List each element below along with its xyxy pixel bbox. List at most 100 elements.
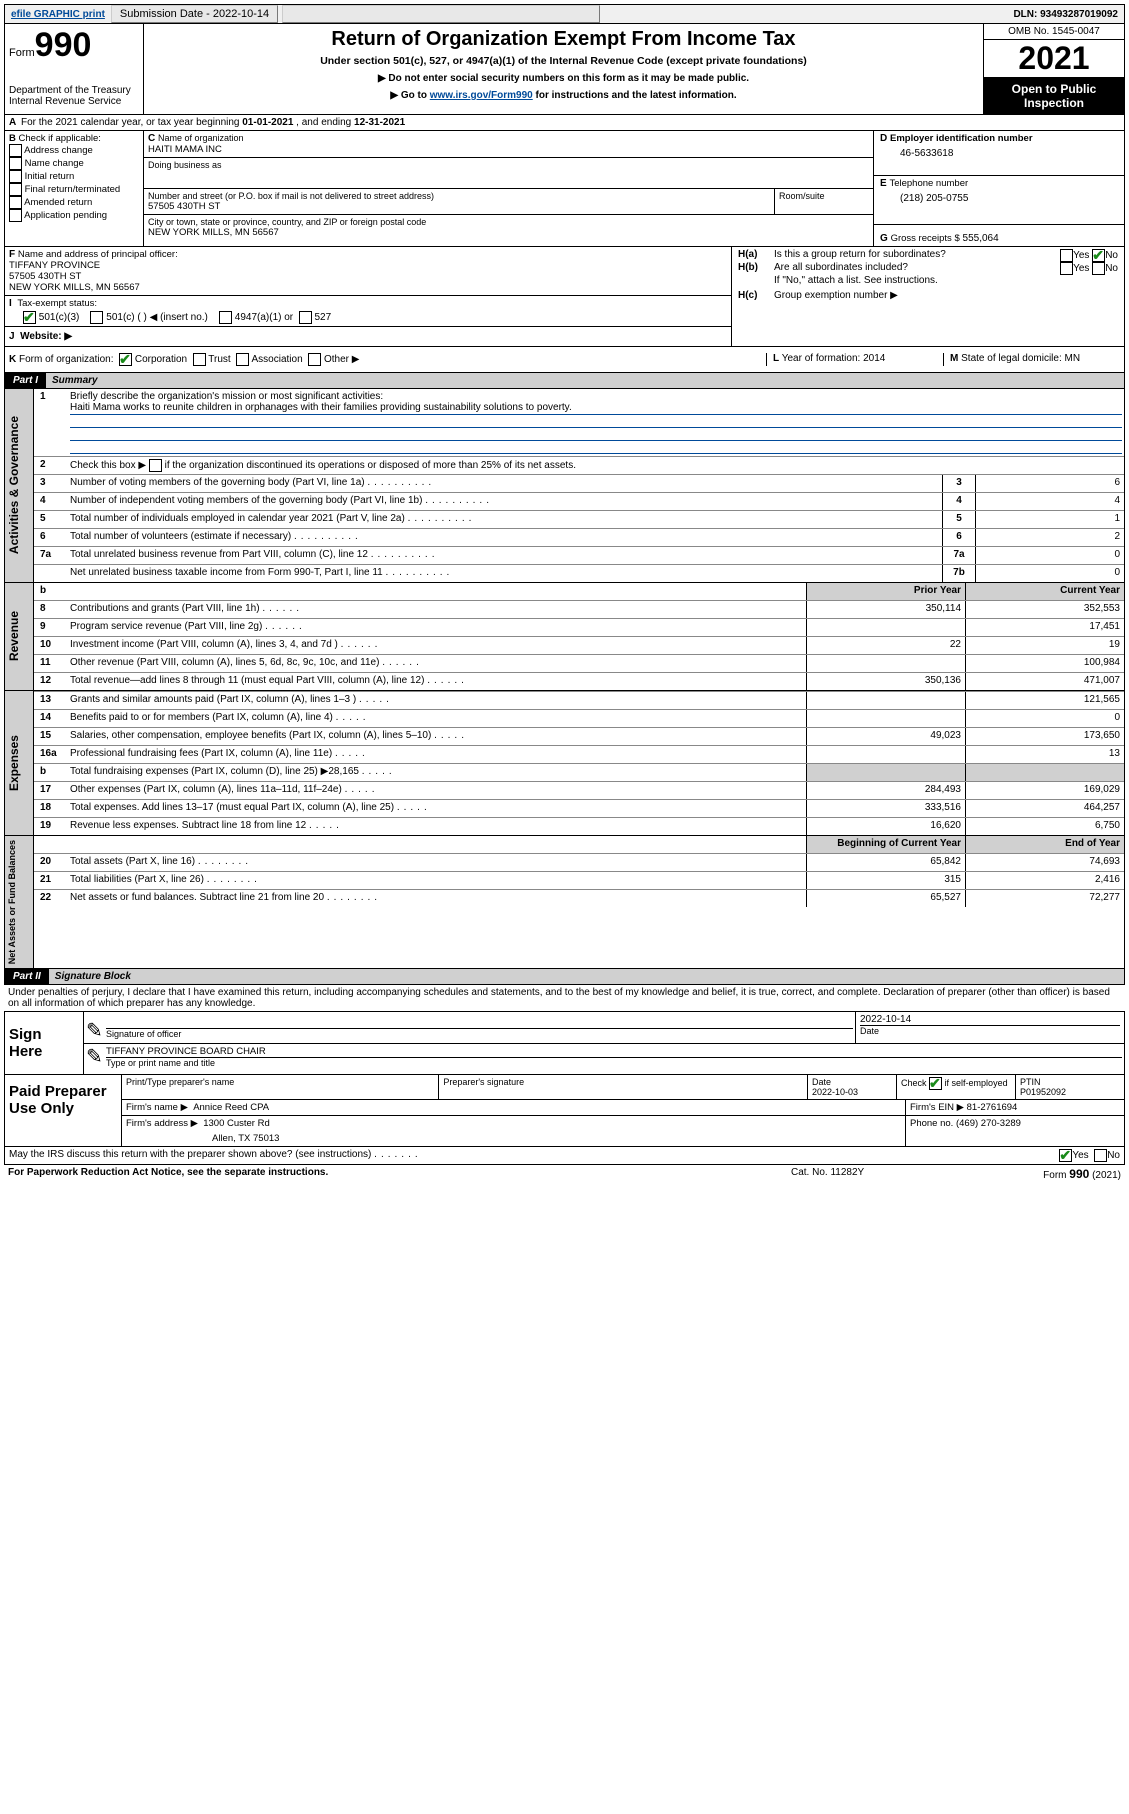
part2-header: Part II bbox=[5, 969, 49, 984]
exp-prior-value: 16,620 bbox=[806, 818, 965, 835]
k-other-checkbox[interactable] bbox=[308, 353, 321, 366]
q1-label: Briefly describe the organization's miss… bbox=[70, 391, 383, 402]
net-curr-value: 2,416 bbox=[965, 872, 1124, 889]
application-pending-checkbox[interactable] bbox=[9, 209, 22, 222]
exp-curr-value: 13 bbox=[965, 746, 1124, 763]
subdate-value: 2022-10-14 bbox=[213, 8, 269, 20]
omb-number: OMB No. 1545-0047 bbox=[984, 24, 1124, 40]
part1-title: Summary bbox=[46, 373, 104, 388]
line-a-text: For the 2021 calendar year, or tax year … bbox=[21, 117, 405, 128]
i-opt3: 4947(a)(1) or bbox=[235, 312, 293, 323]
k-corp-checkbox[interactable] bbox=[119, 353, 132, 366]
dots: ....... bbox=[374, 1149, 421, 1160]
exp-prior-value: 49,023 bbox=[806, 728, 965, 745]
i-opt4: 527 bbox=[314, 312, 331, 323]
q2-checkbox[interactable] bbox=[149, 459, 162, 472]
4947-checkbox[interactable] bbox=[219, 311, 232, 324]
no-label: No bbox=[1107, 1150, 1120, 1161]
discuss-no-checkbox[interactable] bbox=[1094, 1149, 1107, 1162]
exp-prior-grey bbox=[806, 764, 965, 781]
efile-link[interactable]: efile GRAPHIC print bbox=[5, 6, 111, 23]
rev-curr-value: 17,451 bbox=[965, 619, 1124, 636]
k-opt: Corporation bbox=[135, 354, 187, 365]
self-employed-checkbox[interactable] bbox=[929, 1077, 942, 1090]
officer-printed-name: TIFFANY PROVINCE BOARD CHAIR bbox=[106, 1046, 1122, 1057]
k-assoc-checkbox[interactable] bbox=[236, 353, 249, 366]
i-opt2: 501(c) ( ) ◀ (insert no.) bbox=[106, 312, 208, 323]
part2-title: Signature Block bbox=[49, 969, 137, 984]
rev-line-desc: Program service revenue (Part VIII, line… bbox=[68, 619, 806, 636]
501c3-checkbox[interactable] bbox=[23, 311, 36, 324]
exp-line-desc: Grants and similar amounts paid (Part IX… bbox=[68, 692, 806, 709]
exp-line-desc: Other expenses (Part IX, column (A), lin… bbox=[68, 782, 806, 799]
m-label: State of legal domicile: bbox=[961, 353, 1062, 364]
527-checkbox[interactable] bbox=[299, 311, 312, 324]
org-name: HAITI MAMA INC bbox=[148, 144, 869, 155]
hc-text: Group exemption number ▶ bbox=[774, 290, 898, 301]
discuss-yes-checkbox[interactable] bbox=[1059, 1149, 1072, 1162]
exp-curr-value: 169,029 bbox=[965, 782, 1124, 799]
gov-line-desc: Total unrelated business revenue from Pa… bbox=[68, 547, 942, 564]
jurat-text: Under penalties of perjury, I declare th… bbox=[4, 985, 1125, 1011]
b-item: Address change bbox=[24, 145, 93, 156]
dba-label: Doing business as bbox=[148, 160, 869, 170]
gross-receipts-value: 555,064 bbox=[963, 233, 999, 244]
hb-no-checkbox[interactable] bbox=[1092, 262, 1105, 275]
ha-no-checkbox[interactable] bbox=[1092, 249, 1105, 262]
rev-curr-value: 352,553 bbox=[965, 601, 1124, 618]
d-label: Employer identification number bbox=[890, 133, 1033, 144]
initial-return-checkbox[interactable] bbox=[9, 170, 22, 183]
irs-link[interactable]: www.irs.gov/Form990 bbox=[430, 90, 533, 101]
net-line-desc: Total assets (Part X, line 16) ........ bbox=[68, 854, 806, 871]
q2-pre: Check this box ▶ bbox=[70, 460, 146, 471]
yes-label: Yes bbox=[1073, 250, 1089, 261]
rev-prior-value: 22 bbox=[806, 637, 965, 654]
a-end: 12-31-2021 bbox=[354, 117, 405, 128]
exp-curr-value: 173,650 bbox=[965, 728, 1124, 745]
ha-yes-checkbox[interactable] bbox=[1060, 249, 1073, 262]
side-activities: Activities & Governance bbox=[5, 412, 23, 558]
address-change-checkbox[interactable] bbox=[9, 144, 22, 157]
amended-return-checkbox[interactable] bbox=[9, 196, 22, 209]
exp-prior-value bbox=[806, 746, 965, 763]
gov-line-value: 1 bbox=[975, 511, 1124, 528]
name-change-checkbox[interactable] bbox=[9, 157, 22, 170]
f-label: Name and address of principal officer: bbox=[18, 249, 178, 260]
exp-line-desc: Salaries, other compensation, employee b… bbox=[68, 728, 806, 745]
gov-line-box: 4 bbox=[942, 493, 975, 510]
boy-header: Beginning of Current Year bbox=[806, 836, 965, 853]
arrow-icon: ▶ bbox=[390, 90, 398, 101]
firm-name-value: Annice Reed CPA bbox=[193, 1102, 269, 1113]
501c-checkbox[interactable] bbox=[90, 311, 103, 324]
check-label: Check bbox=[901, 1078, 927, 1088]
no-label: No bbox=[1105, 263, 1118, 274]
rev-curr-value: 471,007 bbox=[965, 673, 1124, 690]
side-expenses: Expenses bbox=[5, 731, 23, 795]
final-return-checkbox[interactable] bbox=[9, 183, 22, 196]
submission-date-button[interactable]: Submission Date - 2022-10-14 bbox=[111, 5, 278, 23]
tax-year: 2021 bbox=[984, 40, 1124, 78]
blank-button[interactable] bbox=[282, 5, 600, 23]
sig-date-value: 2022-10-14 bbox=[860, 1014, 1120, 1025]
exp-prior-value bbox=[806, 692, 965, 709]
gov-line-box: 7b bbox=[942, 565, 975, 582]
k-opt: Trust bbox=[208, 354, 230, 365]
b-label: Check if applicable: bbox=[19, 133, 101, 144]
k-trust-checkbox[interactable] bbox=[193, 353, 206, 366]
gov-line-desc: Number of voting members of the governin… bbox=[68, 475, 942, 492]
form-number: 990 bbox=[35, 26, 92, 64]
firm-phone-value: (469) 270-3289 bbox=[956, 1118, 1021, 1129]
sig-officer-label: Signature of officer bbox=[106, 1029, 853, 1039]
goto-pre: Go to bbox=[401, 90, 430, 101]
form-title: Return of Organization Exempt From Incom… bbox=[148, 28, 979, 51]
g-label: Gross receipts $ bbox=[891, 233, 960, 244]
firm-ein-label: Firm's EIN ▶ bbox=[910, 1102, 964, 1113]
pen-icon: ✎ bbox=[84, 1012, 104, 1043]
hb-text: Are all subordinates included? bbox=[774, 262, 1060, 275]
rev-prior-value bbox=[806, 655, 965, 672]
officer-street: 57505 430TH ST bbox=[9, 271, 727, 282]
city-label: City or town, state or province, country… bbox=[148, 217, 869, 227]
hb-yes-checkbox[interactable] bbox=[1060, 262, 1073, 275]
prep-name-label: Print/Type preparer's name bbox=[122, 1075, 438, 1099]
form-subtitle: Under section 501(c), 527, or 4947(a)(1)… bbox=[148, 55, 979, 67]
